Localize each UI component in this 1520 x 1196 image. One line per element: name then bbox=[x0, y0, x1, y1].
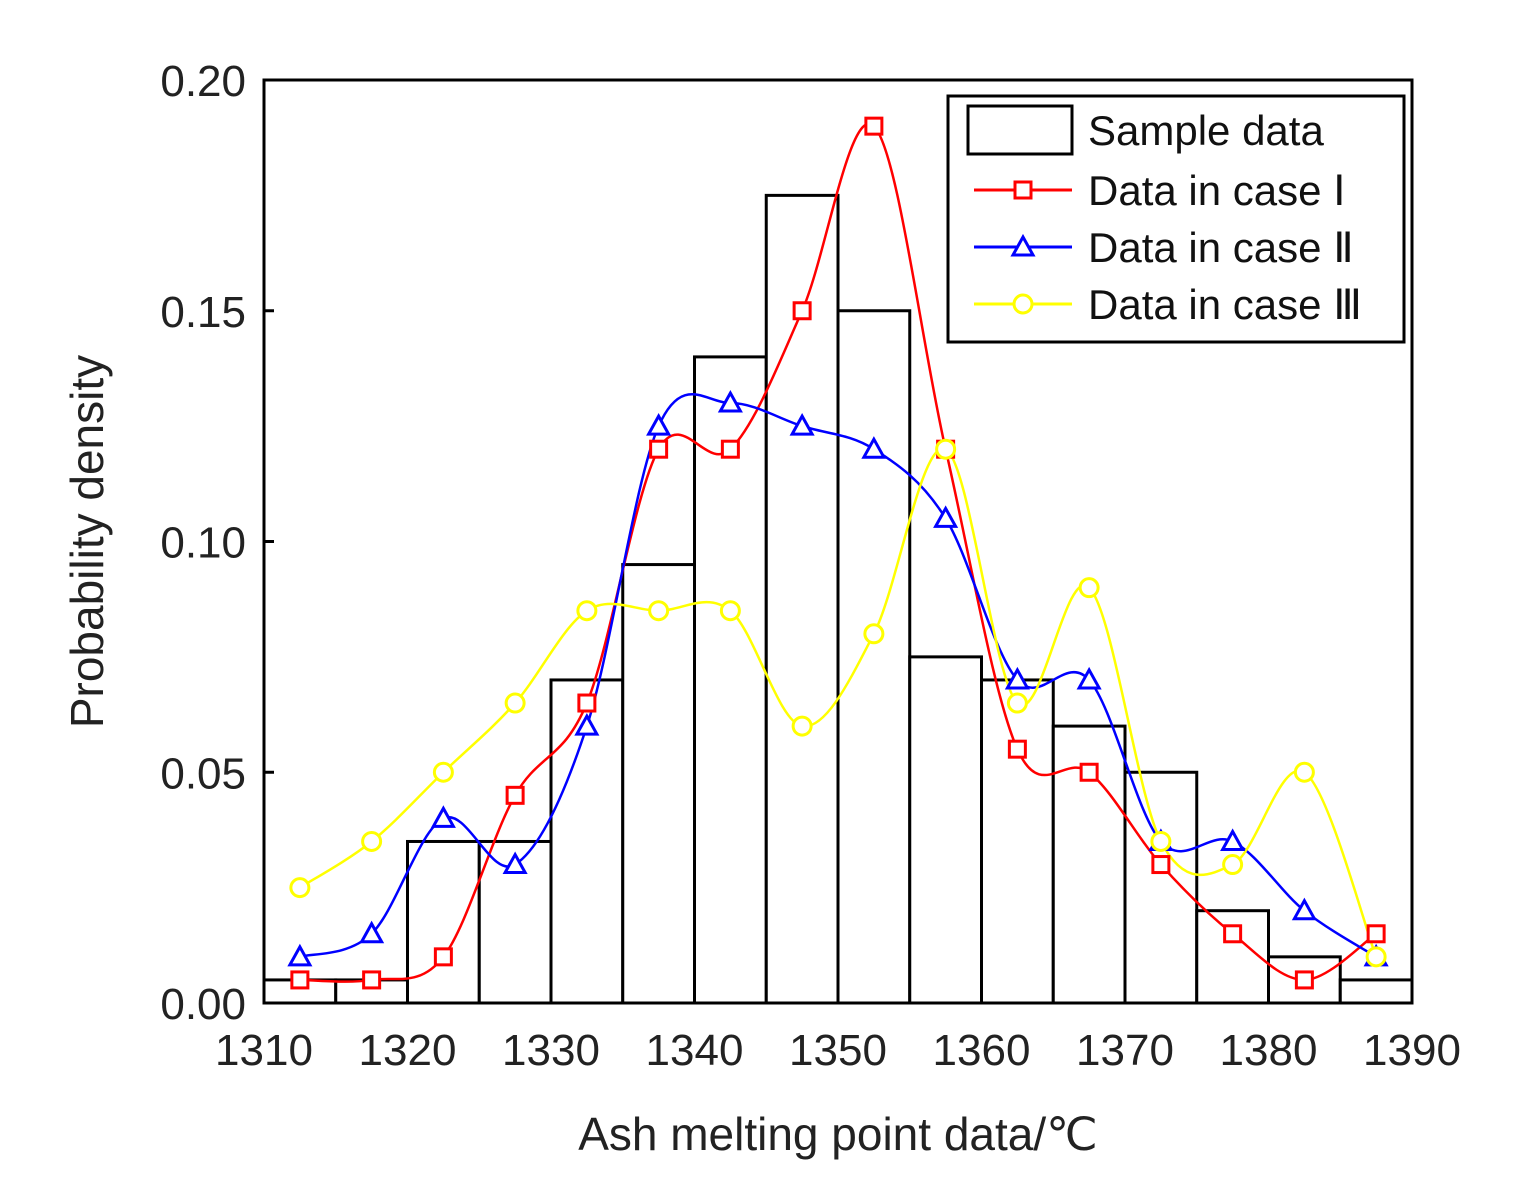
x-tick-label: 1350 bbox=[789, 1026, 887, 1075]
point-case-3-8 bbox=[791, 715, 813, 737]
x-tick-label: 1360 bbox=[933, 1026, 1031, 1075]
legend-entry-case-3 bbox=[974, 293, 1072, 315]
point-case-3-3 bbox=[432, 761, 454, 783]
histogram-bar-10 bbox=[908, 655, 983, 1005]
legend: Sample data Data in case Ⅰ Data in case … bbox=[946, 94, 1406, 344]
legend-label-case-1: Data in case Ⅰ bbox=[1088, 167, 1346, 214]
histogram-bar-9 bbox=[836, 309, 912, 1005]
point-case-3-15 bbox=[1293, 761, 1315, 783]
legend-marker-case-3 bbox=[1012, 293, 1034, 315]
point-case-3-4 bbox=[504, 692, 526, 714]
point-case-1-9 bbox=[864, 116, 884, 136]
legend-label-sample-data: Sample data bbox=[1088, 107, 1324, 154]
x-tick-label: 1330 bbox=[502, 1026, 600, 1075]
point-case-1-13 bbox=[1151, 855, 1171, 875]
y-tick-label: 0.10 bbox=[160, 519, 246, 568]
point-case-2-7 bbox=[717, 389, 743, 413]
y-axis-title: Probability density bbox=[61, 355, 113, 728]
point-case-2-5 bbox=[574, 713, 600, 736]
point-case-1-16 bbox=[1366, 924, 1386, 944]
series-line-case-2 bbox=[299, 393, 1377, 959]
x-tick-label: 1380 bbox=[1220, 1026, 1318, 1075]
legend-marker-case-2 bbox=[1010, 233, 1036, 257]
histogram-bar-16 bbox=[1338, 978, 1414, 1005]
histogram-bar-11 bbox=[980, 678, 1055, 1005]
x-tick-labels: 1310 1320 1330 1340 1350 1360 1370 1380 1390 bbox=[215, 1026, 1461, 1075]
point-case-3-6 bbox=[648, 600, 670, 622]
point-case-2-2 bbox=[359, 920, 385, 944]
point-case-2-9 bbox=[861, 436, 887, 459]
point-case-3-1 bbox=[289, 877, 311, 899]
histogram-bar-13 bbox=[1123, 770, 1199, 1005]
point-case-3-13 bbox=[1150, 830, 1172, 852]
histogram-bars bbox=[262, 193, 1414, 1005]
point-case-1-5 bbox=[577, 693, 597, 713]
point-case-1-4 bbox=[505, 785, 525, 805]
point-case-2-1 bbox=[287, 943, 313, 967]
legend-swatch-sample-data bbox=[966, 104, 1074, 156]
x-tick-label: 1310 bbox=[215, 1026, 313, 1075]
point-case-3-7 bbox=[719, 600, 741, 622]
point-case-2-15 bbox=[1291, 897, 1317, 921]
point-case-2-10 bbox=[933, 505, 959, 528]
legend-label-case-3: Data in case Ⅲ bbox=[1088, 281, 1362, 328]
point-case-1-12 bbox=[1079, 762, 1099, 782]
point-case-3-10 bbox=[935, 438, 957, 460]
x-axis-title: Ash melting point data/℃ bbox=[578, 1108, 1098, 1160]
histogram-bar-6 bbox=[621, 563, 696, 1005]
point-case-1-15 bbox=[1294, 970, 1314, 990]
x-tick-label: 1370 bbox=[1076, 1026, 1174, 1075]
y-tick-label: 0.20 bbox=[160, 57, 246, 106]
y-tick-label: 0.15 bbox=[160, 288, 246, 337]
point-case-1-11 bbox=[1007, 739, 1027, 759]
point-case-2-11 bbox=[1004, 666, 1030, 690]
point-case-1-1 bbox=[290, 970, 310, 990]
legend-entry-case-2 bbox=[974, 233, 1072, 257]
point-case-3-12 bbox=[1078, 577, 1100, 599]
point-case-1-2 bbox=[362, 970, 382, 990]
point-case-1-3 bbox=[433, 947, 453, 967]
legend-label-case-2: Data in case Ⅱ bbox=[1088, 224, 1354, 271]
y-tick-labels: 0.00 0.05 0.10 0.15 0.20 bbox=[160, 57, 246, 1029]
point-case-2-8 bbox=[789, 413, 815, 436]
y-tick-label: 0.05 bbox=[160, 749, 246, 798]
point-case-2-3 bbox=[430, 805, 456, 828]
x-tick-label: 1320 bbox=[359, 1026, 457, 1075]
histogram-bar-7 bbox=[693, 355, 768, 1005]
point-case-2-14 bbox=[1220, 828, 1246, 851]
point-case-3-9 bbox=[863, 623, 885, 645]
histogram-bar-8 bbox=[764, 193, 840, 1005]
x-tick-label: 1340 bbox=[646, 1026, 744, 1075]
y-tick-label: 0.00 bbox=[160, 980, 246, 1029]
point-case-3-14 bbox=[1222, 854, 1244, 876]
legend-entry-case-1 bbox=[974, 180, 1072, 200]
legend-marker-case-1 bbox=[1013, 180, 1033, 200]
point-case-3-5 bbox=[576, 600, 598, 622]
point-case-3-11 bbox=[1006, 692, 1028, 714]
point-case-2-12 bbox=[1076, 666, 1102, 690]
point-case-1-7 bbox=[720, 439, 740, 459]
point-case-2-6 bbox=[646, 413, 672, 436]
point-case-2-4 bbox=[502, 851, 528, 875]
point-case-1-6 bbox=[649, 439, 669, 459]
point-case-1-8 bbox=[792, 301, 812, 321]
point-case-3-2 bbox=[361, 830, 383, 852]
axis-ticks bbox=[262, 78, 1414, 1005]
histogram-bar-3 bbox=[406, 839, 481, 1005]
series-markers bbox=[287, 116, 1389, 990]
point-case-3-16 bbox=[1365, 946, 1387, 968]
x-tick-label: 1390 bbox=[1363, 1026, 1461, 1075]
point-case-1-14 bbox=[1223, 924, 1243, 944]
